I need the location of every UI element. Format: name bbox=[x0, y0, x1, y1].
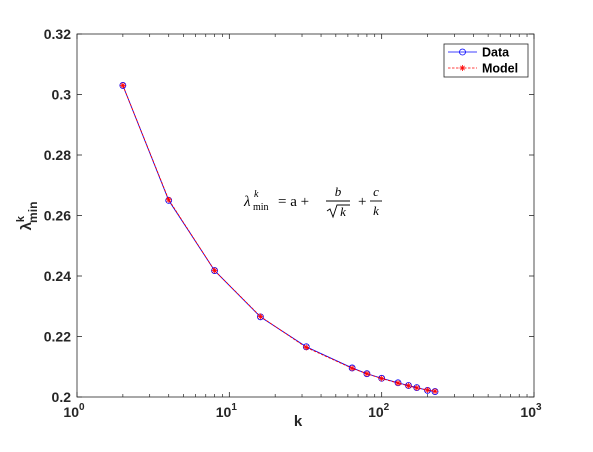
x-tick-label-base: 10 bbox=[520, 404, 536, 420]
data-point-model bbox=[257, 313, 264, 320]
data-point-model bbox=[363, 370, 370, 377]
y-tick-label: 0.24 bbox=[44, 268, 71, 284]
data-point-model bbox=[165, 196, 172, 203]
x-tick-label: 103 bbox=[520, 402, 542, 420]
data-point-model bbox=[413, 384, 420, 391]
data-point-model bbox=[349, 365, 356, 372]
data-point-model bbox=[394, 380, 401, 387]
data-point-model bbox=[211, 267, 218, 274]
y-tick-label: 0.22 bbox=[44, 329, 71, 345]
y-tick-label: 0.28 bbox=[44, 147, 71, 163]
formula-sqrt-sign bbox=[326, 204, 350, 219]
data-point-model bbox=[432, 388, 439, 395]
legend-data-marker bbox=[459, 48, 466, 56]
x-tick-label: 102 bbox=[368, 402, 390, 420]
formula-frac2-den: k bbox=[373, 203, 379, 218]
formula-frac2-num: c bbox=[373, 184, 379, 199]
y-tick-label: 0.26 bbox=[44, 208, 71, 224]
y-axis-label-sub: min bbox=[26, 202, 40, 223]
formula-frac1-den: k bbox=[340, 204, 346, 219]
formula-lambda-sup: k bbox=[254, 189, 259, 200]
svg-text:λkmin: λkmin bbox=[15, 202, 40, 231]
data-point-model bbox=[424, 387, 431, 394]
x-tick-label-base: 10 bbox=[63, 404, 79, 420]
plot-area bbox=[77, 34, 534, 397]
x-tick-label-base: 10 bbox=[368, 404, 384, 420]
formula-annotation: λ k min = a + b k + c k bbox=[243, 184, 382, 219]
x-tick-label-base: 10 bbox=[216, 404, 232, 420]
x-tick-label: 100 bbox=[63, 402, 85, 420]
y-tick-label: 0.3 bbox=[52, 87, 72, 103]
data-point-model bbox=[303, 344, 310, 351]
plot-frame bbox=[76, 33, 535, 398]
series-layer bbox=[119, 82, 439, 395]
legend-model-label: Model bbox=[482, 62, 518, 76]
x-tick-label-exp: 0 bbox=[79, 402, 85, 413]
formula-frac1-num: b bbox=[335, 184, 342, 199]
legend-data-label: Data bbox=[482, 46, 510, 60]
data-point-model bbox=[119, 82, 126, 89]
y-tick-label: 0.2 bbox=[52, 389, 72, 405]
data-point-model bbox=[405, 382, 412, 389]
formula-plus: + bbox=[358, 194, 366, 210]
x-tick-label-exp: 1 bbox=[231, 402, 237, 413]
x-tick-label-exp: 2 bbox=[384, 402, 390, 413]
x-axis-label: k bbox=[294, 413, 303, 430]
formula-lambda-sub: min bbox=[253, 202, 269, 213]
formula-lambda: λ bbox=[243, 194, 251, 210]
y-axis-label: λkmin bbox=[15, 202, 40, 231]
y-tick-labels: 0.2 0.22 0.24 0.26 0.28 0.3 0.32 bbox=[44, 26, 71, 405]
legend: Data Model bbox=[443, 43, 529, 78]
x-tick-labels: 100 101 102 103 bbox=[63, 402, 542, 420]
x-tick-label-exp: 3 bbox=[536, 402, 542, 413]
y-axis-label-sup: k bbox=[15, 215, 27, 222]
legend-model-marker bbox=[459, 65, 466, 71]
formula-eq: = a + bbox=[278, 194, 309, 210]
y-axis-label-base: λ bbox=[18, 221, 35, 230]
data-point-model bbox=[378, 375, 385, 382]
x-tick-label: 101 bbox=[216, 402, 238, 420]
legend-box bbox=[443, 43, 529, 78]
y-tick-label: 0.32 bbox=[44, 26, 71, 42]
